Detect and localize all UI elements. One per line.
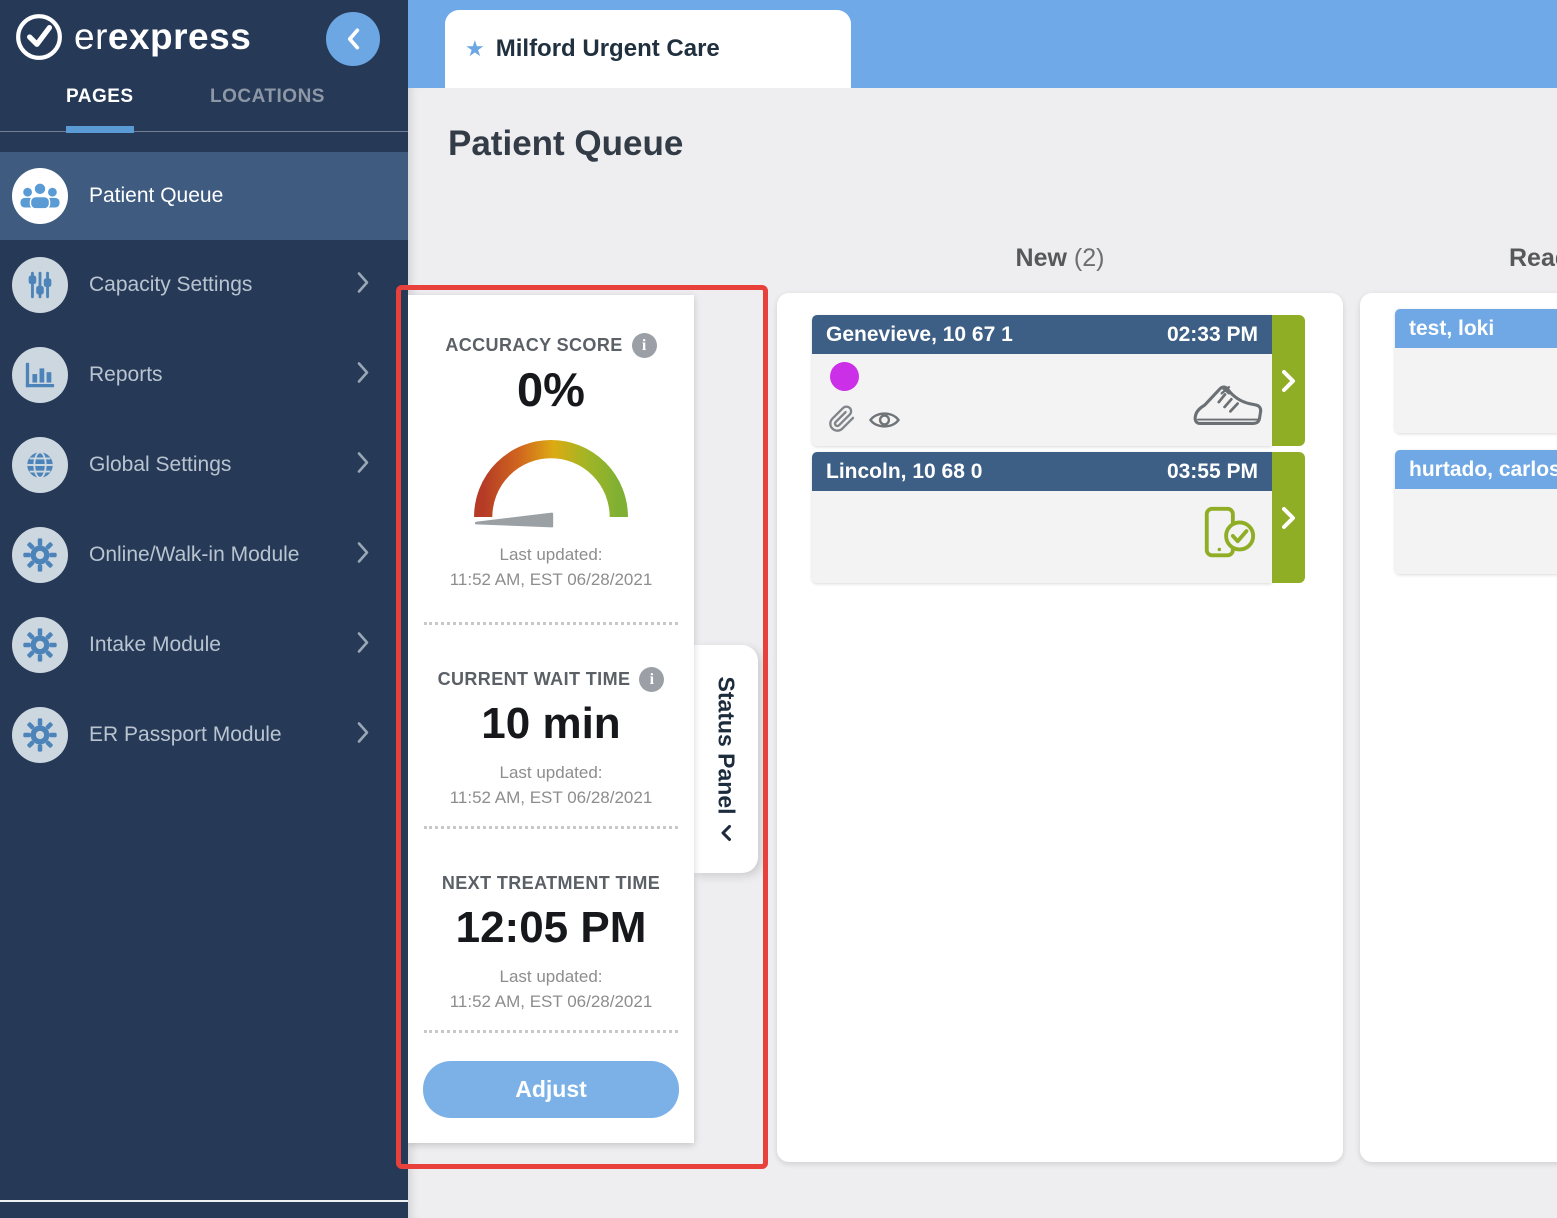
chevron-right-icon [1281, 506, 1295, 529]
patient-card-test-loki[interactable]: test, loki [1395, 309, 1557, 433]
location-tab[interactable]: ★ Milford Urgent Care [445, 10, 851, 88]
brand-prefix: er [74, 16, 108, 57]
patient-card-lincoln[interactable]: Lincoln, 10 68 0 03:55 PM [812, 452, 1305, 583]
sidebar-item-label: Capacity Settings [89, 273, 253, 296]
location-tab-label: Milford Urgent Care [495, 35, 720, 62]
gear-icon [12, 707, 68, 763]
chevron-right-icon [357, 362, 370, 389]
gear-icon [12, 617, 68, 673]
patient-name: test, loki [1409, 316, 1495, 340]
sidebar-item-label: Online/Walk-in Module [89, 543, 300, 566]
info-icon[interactable]: i [639, 667, 665, 692]
adjust-button[interactable]: Adjust [423, 1061, 679, 1118]
sidebar-item-er-passport-module[interactable]: ER Passport Module [0, 690, 408, 780]
chevron-right-icon [357, 542, 370, 569]
column-new: Genevieve, 10 67 1 02:33 PM [777, 293, 1343, 1162]
sidebar-item-online-walkin-module[interactable]: Online/Walk-in Module [0, 510, 408, 600]
brand-name: erexpress [74, 16, 251, 58]
patient-name: Lincoln, 10 68 0 [826, 459, 983, 483]
sidebar-item-label: Patient Queue [89, 184, 224, 207]
current-wait-time-label: CURRENT WAIT TIME [437, 669, 631, 689]
gear-icon [12, 527, 68, 583]
column-header-new: New (2) [1015, 244, 1105, 272]
phone-checkin-icon [1200, 505, 1258, 568]
magenta-tag-dot [830, 362, 859, 391]
chevron-right-icon [357, 722, 370, 749]
accuracy-last-updated: Last updated: 11:52 AM, EST 06/28/2021 [449, 545, 653, 589]
status-panel-tab[interactable]: Status Panel [693, 645, 758, 873]
sidebar-item-patient-queue[interactable]: Patient Queue [0, 152, 408, 240]
sidebar-item-label: Global Settings [89, 453, 232, 476]
accuracy-score-value: 0% [517, 363, 585, 416]
patient-time: 03:55 PM [1166, 459, 1258, 483]
page-title: Patient Queue [448, 124, 684, 163]
sidebar-item-label: Reports [89, 363, 163, 386]
patient-card-genevieve[interactable]: Genevieve, 10 67 1 02:33 PM [812, 315, 1305, 446]
chevron-down-icon [721, 825, 731, 842]
current-wait-time-value: 10 min [481, 699, 621, 748]
pages-tab-underline [66, 126, 134, 133]
sidebar-menu: Patient Queue Capacit [0, 152, 408, 780]
info-icon[interactable]: i [631, 333, 657, 358]
sidebar-tabs: PAGES LOCATIONS [0, 86, 408, 112]
eye-icon[interactable] [868, 408, 901, 437]
accuracy-gauge [461, 430, 641, 530]
tabs-divider [0, 131, 408, 132]
bar-chart-icon [12, 347, 68, 403]
sidebar-item-label: ER Passport Module [89, 723, 282, 746]
patient-card-hurtado-carlos[interactable]: hurtado, carlos [1395, 450, 1557, 574]
sidebar-item-capacity-settings[interactable]: Capacity Settings [0, 240, 408, 330]
sidebar-item-intake-module[interactable]: Intake Module [0, 600, 408, 690]
chevron-right-icon [357, 272, 370, 299]
sidebar-item-reports[interactable]: Reports [0, 330, 408, 420]
sidebar-collapse-button[interactable] [326, 12, 380, 66]
treatment-last-updated: Last updated: 11:52 AM, EST 06/28/2021 [449, 967, 653, 1011]
accuracy-score-label: ACCURACY SCORE [445, 335, 623, 355]
globe-icon [12, 437, 68, 493]
divider [424, 1030, 678, 1033]
star-icon: ★ [465, 36, 485, 61]
divider [424, 622, 678, 625]
brand-suffix: express [107, 16, 252, 57]
chevron-left-icon [347, 28, 360, 50]
status-panel: ACCURACY SCORE i 0% Last up [408, 295, 694, 1143]
chevron-right-icon [357, 452, 370, 479]
paperclip-icon[interactable] [828, 405, 856, 438]
sidebar-footer-divider [0, 1200, 408, 1202]
next-treatment-time-label: NEXT TREATMENT TIME [441, 873, 661, 893]
next-treatment-time-value: 12:05 PM [455, 903, 647, 952]
patient-time: 02:33 PM [1166, 322, 1258, 346]
chevron-right-icon [1281, 369, 1295, 392]
status-panel-tab-label: Status Panel [713, 676, 739, 815]
people-icon [12, 168, 68, 224]
wait-last-updated: Last updated: 11:52 AM, EST 06/28/2021 [449, 763, 653, 807]
brand-logo: erexpress [14, 12, 251, 62]
patient-name: Genevieve, 10 67 1 [826, 322, 1013, 346]
column-ready: test, loki hurtado, carlos [1360, 293, 1557, 1162]
tab-pages[interactable]: PAGES [66, 86, 134, 107]
sidebar: erexpress PAGES LOCATIONS [0, 0, 408, 1218]
divider [424, 826, 678, 829]
sidebar-item-global-settings[interactable]: Global Settings [0, 420, 408, 510]
sneaker-walkin-icon [1190, 375, 1264, 442]
column-header-ready: Ready [1509, 244, 1557, 272]
sliders-icon [12, 257, 68, 313]
patient-name: hurtado, carlos [1409, 457, 1557, 481]
tab-locations[interactable]: LOCATIONS [210, 86, 325, 107]
chevron-right-icon [357, 632, 370, 659]
card-expand-arrow[interactable] [1272, 452, 1305, 583]
card-expand-arrow[interactable] [1272, 315, 1305, 446]
clock-logo-icon [16, 14, 62, 60]
sidebar-item-label: Intake Module [89, 633, 221, 656]
